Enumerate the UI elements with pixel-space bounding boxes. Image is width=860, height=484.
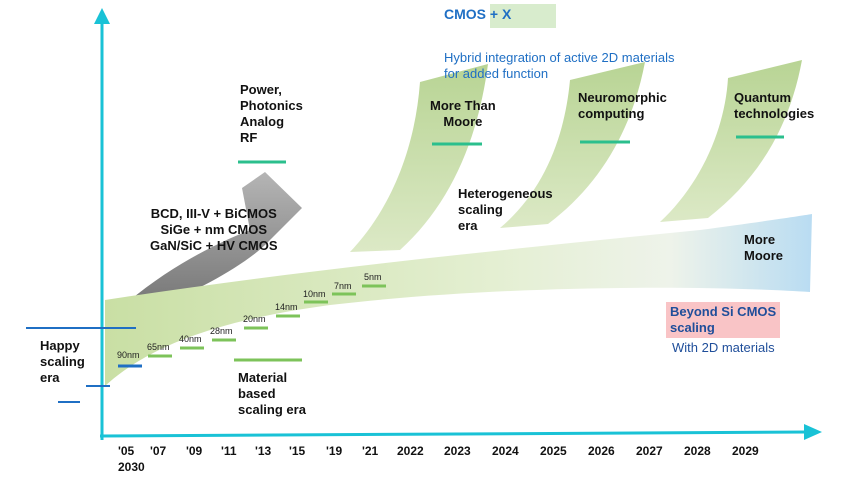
label-line: BCD, III-V + BiCMOS [150, 206, 277, 221]
label-line: computing [578, 106, 645, 121]
cmos-x-description: Hybrid integration of active 2D material… [444, 50, 675, 82]
node-label: 14nm [275, 302, 298, 312]
x-tick: '15 [289, 444, 306, 458]
node-label: 28nm [210, 326, 233, 336]
cmos-x-title: CMOS + X [444, 6, 512, 22]
x-tick: '13 [255, 444, 272, 458]
label-line: RF [240, 130, 258, 145]
label-line: Heterogeneous [458, 186, 553, 201]
label-line: Photonics [240, 98, 303, 113]
label-line: scaling [40, 354, 85, 369]
quantum-label: Quantum technologies [734, 90, 814, 122]
x-tick: 2027 [636, 444, 663, 458]
power-label: Power, Photonics Analog RF [240, 82, 303, 146]
x-tick: 2024 [492, 444, 519, 458]
x-tick: '21 [362, 444, 379, 458]
label-line: era [40, 370, 60, 385]
x-tick: 2022 [397, 444, 424, 458]
heterogeneous-label: Heterogeneous scaling era [458, 186, 553, 234]
x-axis [99, 430, 809, 438]
label-line: Beyond Si CMOS [670, 304, 777, 319]
x-tick: '11 [221, 444, 237, 458]
bicmos-label: BCD, III-V + BiCMOS SiGe + nm CMOS GaN/S… [150, 206, 278, 254]
happy-era-label: Happy scaling era [40, 338, 85, 386]
neuromorphic-arrow [500, 62, 645, 228]
label-line: Moore [443, 114, 483, 129]
label-line: scaling [670, 320, 715, 335]
label-line: Happy [40, 338, 80, 353]
label-line: Material [238, 370, 288, 385]
label-line: Power, [240, 82, 282, 97]
bicmos-arrow [128, 172, 302, 305]
y-axis-arrowhead [94, 8, 110, 24]
label-line: More Than [430, 98, 496, 113]
label-line: Neuromorphic [578, 90, 667, 105]
label-line: technologies [734, 106, 815, 121]
x-tick: '05 [118, 444, 135, 458]
x-tick: 2023 [444, 444, 471, 458]
x-tick: 2029 [732, 444, 759, 458]
more-than-moore-label: More Than Moore [430, 98, 496, 130]
node-label: 20nm [243, 314, 266, 324]
more-than-moore-arrow [350, 64, 488, 252]
cmos-x-line: Hybrid integration of active 2D material… [444, 50, 675, 65]
node-label: 5nm [364, 272, 382, 282]
x-tick: '09 [186, 444, 203, 458]
x-tick: '19 [326, 444, 343, 458]
neuromorphic-label: Neuromorphic computing [578, 90, 667, 122]
beyond-si-subtitle: With 2D materials [672, 340, 775, 355]
beyond-si-box: Beyond Si CMOS scaling [666, 302, 781, 338]
label-line: GaN/SiC + HV CMOS [150, 238, 278, 253]
node-label: 65nm [147, 342, 170, 352]
x-tick: 2025 [540, 444, 567, 458]
label-line: scaling [458, 202, 503, 217]
x-tick-2030: 2030 [118, 460, 145, 474]
label-line: Analog [240, 114, 285, 129]
node-label: 90nm [117, 350, 140, 360]
node-label: 10nm [303, 289, 326, 299]
cmos-x-line: for added function [444, 66, 549, 81]
material-era-label: Material based scaling era [238, 370, 306, 418]
label-line: scaling era [238, 402, 306, 417]
node-label: 40nm [179, 334, 202, 344]
scaling-band [105, 214, 812, 386]
label-line: era [458, 218, 478, 233]
label-line: SiGe + nm CMOS [160, 222, 268, 237]
x-axis-arrowhead [804, 424, 822, 440]
label-line: More [744, 232, 776, 247]
x-tick: 2028 [684, 444, 711, 458]
node-label: 7nm [334, 281, 352, 291]
x-tick: 2026 [588, 444, 615, 458]
more-moore-label: More Moore [744, 232, 783, 264]
cmos-x-highlight [490, 4, 556, 28]
label-line: Quantum [734, 90, 792, 105]
label-line: based [238, 386, 276, 401]
quantum-arrow [660, 60, 802, 222]
x-tick: '07 [150, 444, 167, 458]
label-line: Moore [744, 248, 783, 263]
